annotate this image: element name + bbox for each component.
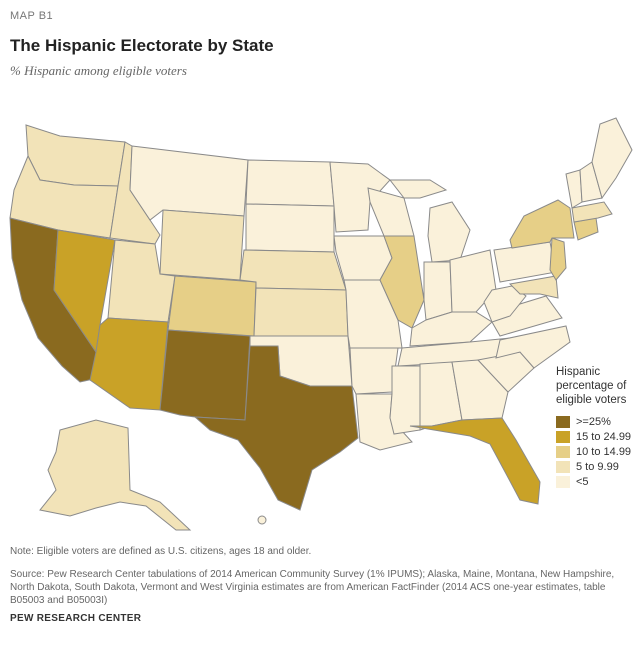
legend-label: 5 to 9.99 bbox=[576, 461, 619, 473]
legend-label: 10 to 14.99 bbox=[576, 446, 632, 458]
map-label: MAP B1 bbox=[10, 10, 54, 22]
legend-title-line3: eligible voters bbox=[556, 394, 627, 406]
state-new-mexico bbox=[159, 329, 251, 421]
us-map-svg bbox=[9, 117, 633, 531]
state-colorado bbox=[167, 275, 257, 337]
legend-title-line1: Hispanic bbox=[556, 366, 601, 378]
state-hawaii bbox=[257, 515, 267, 525]
state-michigan-upper bbox=[388, 179, 448, 199]
legend-swatch bbox=[556, 416, 570, 428]
legend-item: 15 to 24.99 bbox=[556, 430, 631, 444]
state-indiana bbox=[423, 261, 453, 321]
state-illinois bbox=[379, 235, 425, 329]
legend-item: <5 bbox=[556, 475, 631, 489]
state-vermont bbox=[565, 169, 583, 209]
legend-label: <5 bbox=[576, 476, 589, 488]
legend-label: 15 to 24.99 bbox=[576, 431, 632, 443]
state-texas bbox=[193, 345, 359, 511]
legend-swatch bbox=[556, 431, 570, 443]
legend-label: >=25% bbox=[576, 416, 611, 428]
state-arizona bbox=[89, 317, 169, 411]
state-minnesota bbox=[329, 161, 391, 233]
state-maryland bbox=[508, 275, 559, 299]
state-wyoming bbox=[159, 209, 245, 281]
us-map bbox=[0, 90, 640, 540]
legend-title-line2: percentage of bbox=[556, 380, 627, 392]
state-florida bbox=[409, 417, 541, 505]
legend-item: >=25% bbox=[556, 415, 631, 429]
legend-swatch bbox=[556, 476, 570, 488]
state-massachusetts bbox=[571, 201, 613, 223]
map-source: Source: Pew Research Center tabulations … bbox=[10, 569, 615, 606]
map-credit: PEW RESEARCH CENTER bbox=[10, 613, 142, 624]
state-mississippi bbox=[389, 365, 421, 435]
state-michigan bbox=[427, 201, 471, 263]
state-pennsylvania bbox=[493, 241, 557, 283]
state-new-york bbox=[509, 199, 575, 249]
legend-title: Hispanic percentage of eligible voters bbox=[556, 365, 631, 407]
legend-swatch bbox=[556, 446, 570, 458]
state-north-dakota bbox=[245, 159, 335, 207]
legend-item: 10 to 14.99 bbox=[556, 445, 631, 459]
state-kentucky bbox=[409, 311, 493, 347]
map-title: The Hispanic Electorate by State bbox=[10, 36, 274, 55]
map-note: Note: Eligible voters are defined as U.S… bbox=[10, 546, 312, 557]
state-new-jersey bbox=[549, 237, 567, 281]
state-maine bbox=[591, 117, 633, 200]
state-montana bbox=[129, 145, 249, 221]
state-washington bbox=[25, 124, 126, 187]
map-subtitle: % Hispanic among eligible voters bbox=[10, 63, 187, 78]
state-georgia bbox=[451, 359, 509, 421]
map-legend: Hispanic percentage of eligible voters >… bbox=[556, 365, 631, 490]
legend-swatch bbox=[556, 461, 570, 473]
state-south-dakota bbox=[245, 203, 335, 253]
state-arkansas bbox=[349, 347, 399, 395]
state-north-carolina bbox=[495, 325, 571, 369]
state-kansas bbox=[253, 287, 349, 337]
legend-item: 5 to 9.99 bbox=[556, 460, 631, 474]
state-nebraska bbox=[239, 249, 347, 291]
state-alaska bbox=[39, 419, 192, 531]
